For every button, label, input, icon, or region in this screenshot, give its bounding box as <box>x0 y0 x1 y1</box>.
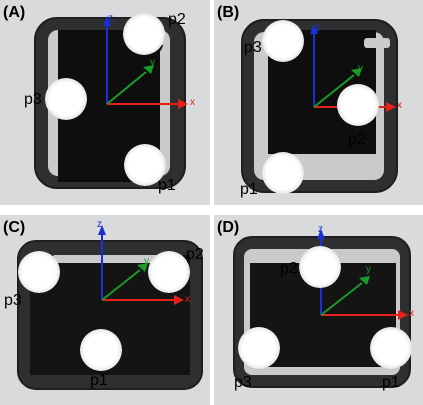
axes <box>98 225 184 305</box>
panel-a: (A) p2 p3 p1 z x y <box>0 0 210 205</box>
axis-label-z: z <box>315 23 320 34</box>
axis-label-y: y <box>144 256 149 267</box>
panel-d: (D) p2 p3 p1 z x y <box>214 215 423 405</box>
marker-p2 <box>299 246 341 288</box>
marker-label-p3: p3 <box>234 374 252 391</box>
marker-p2 <box>337 84 379 126</box>
panel-b: (B) p3 p2 p1 z x y <box>214 0 423 205</box>
axis-label-x: x <box>397 100 402 111</box>
marker-label-p1: p1 <box>90 372 108 389</box>
panel-label: (A) <box>3 4 26 21</box>
axis-label-y: y <box>358 63 363 74</box>
marker-label-p1: p1 <box>158 177 176 194</box>
marker-p3 <box>262 20 304 62</box>
axis-label-z: z <box>97 219 102 230</box>
axes <box>103 16 188 109</box>
axis-label-z: z <box>108 13 113 24</box>
marker-p2 <box>123 13 165 55</box>
marker-p3 <box>238 327 280 369</box>
marker-label-p3: p3 <box>24 91 42 108</box>
marker-label-p2: p2 <box>348 131 366 148</box>
marker-p3 <box>18 251 60 293</box>
marker-p2 <box>148 251 190 293</box>
marker-label-p1: p1 <box>382 374 400 391</box>
axis-label-y: y <box>366 264 371 275</box>
marker-p3 <box>45 78 87 120</box>
panel-label: (B) <box>217 4 240 21</box>
marker-p1 <box>124 144 166 186</box>
marker-label-p2: p2 <box>186 246 204 263</box>
axis-label-y: y <box>150 57 155 68</box>
marker-p1 <box>262 152 304 194</box>
marker-p1 <box>80 329 122 371</box>
marker-label-p2: p2 <box>280 260 298 277</box>
marker-label-p1: p1 <box>240 181 258 198</box>
axis-label-x: x <box>185 294 190 305</box>
axis-label-z: z <box>318 224 323 235</box>
axis-label-x: x <box>190 97 195 108</box>
marker-label-p3: p3 <box>4 292 22 309</box>
axis-label-x: x <box>409 308 414 319</box>
panel-label: (D) <box>217 219 240 236</box>
marker-label-p2: p2 <box>168 11 186 28</box>
marker-p1 <box>370 327 412 369</box>
panel-label: (C) <box>3 219 26 236</box>
panel-c: (C) p2 p3 p1 z x y <box>0 215 210 405</box>
marker-label-p3: p3 <box>244 39 262 56</box>
